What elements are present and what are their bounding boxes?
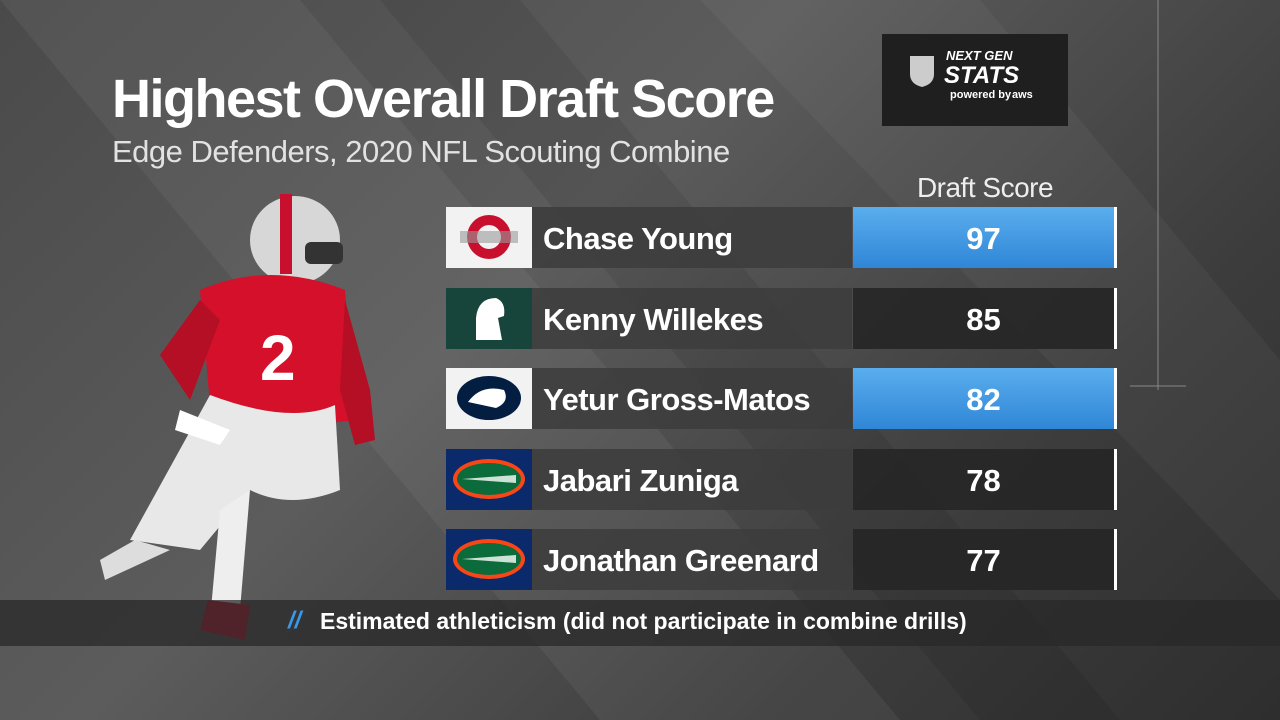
school-logo <box>446 368 532 429</box>
table-row: Yetur Gross-Matos 82 <box>446 368 1118 429</box>
score-cell: 85 <box>853 287 1117 349</box>
svg-text:2: 2 <box>260 322 296 394</box>
player-name: Jonathan Greenard <box>543 543 819 578</box>
footnote-bar <box>0 600 1280 646</box>
school-logo <box>446 529 532 590</box>
player-image: 2 <box>100 194 375 640</box>
logo-line: powered by <box>950 89 1012 101</box>
table-row: Jabari Zuniga 78 <box>446 448 1118 510</box>
column-header: Draft Score <box>916 172 1054 203</box>
school-logo <box>446 287 532 349</box>
name-cell <box>532 207 852 268</box>
score-cell: 78 <box>853 448 1117 510</box>
logo-line: aws <box>1012 89 1033 101</box>
ngs-logo: NEXT GEN STATS powered by aws <box>882 34 1068 126</box>
table-row: Jonathan Greenard 77 <box>446 529 1118 590</box>
name-cell <box>532 448 852 510</box>
draft-score: 77 <box>966 543 1001 578</box>
player-name: Jabari Zuniga <box>543 462 739 498</box>
draft-score: 85 <box>966 301 1001 337</box>
logo-line: STATS <box>944 62 1020 89</box>
logo-line: NEXT GEN <box>946 48 1013 63</box>
player-name: Chase Young <box>543 221 733 256</box>
score-cell: 77 <box>853 529 1117 590</box>
name-cell <box>532 287 852 349</box>
title: Highest Overall Draft Score <box>112 69 775 129</box>
school-logo <box>446 448 532 510</box>
draft-score: 78 <box>966 462 1001 498</box>
draft-score: 97 <box>966 221 1001 256</box>
table-row: Chase Young 97 <box>446 207 1118 268</box>
footnote: Estimated athleticism (did not participa… <box>320 608 967 634</box>
draft-score: 82 <box>966 382 1001 417</box>
player-name: Yetur Gross-Matos <box>543 382 811 417</box>
score-cell: 82 <box>853 368 1117 429</box>
school-logo <box>446 207 532 268</box>
subtitle: Edge Defenders, 2020 NFL Scouting Combin… <box>112 134 730 169</box>
name-cell <box>532 529 852 590</box>
table-row: Kenny Willekes 85 <box>446 287 1118 349</box>
footnote-marker: // <box>288 607 302 634</box>
score-cell: 97 <box>853 207 1117 268</box>
name-cell <box>532 368 852 429</box>
nfl-shield <box>910 56 934 87</box>
player-name: Kenny Willekes <box>543 301 764 337</box>
